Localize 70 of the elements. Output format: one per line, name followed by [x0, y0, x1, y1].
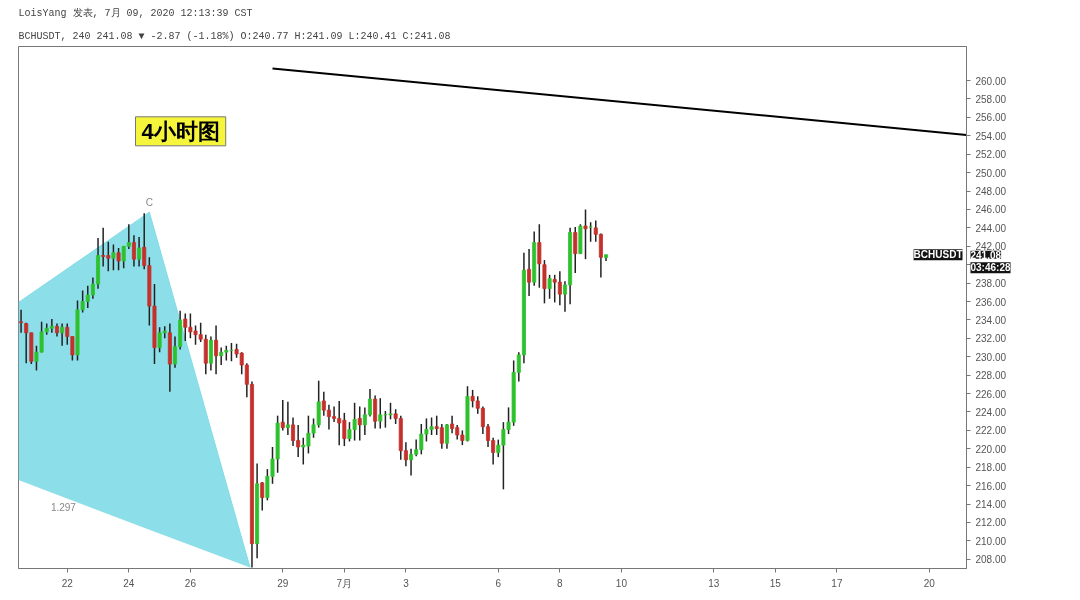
candlestick: [373, 394, 378, 430]
x-tick-label: 15: [769, 577, 782, 589]
candlestick: [260, 481, 265, 512]
x-tick-label: 29: [277, 577, 289, 589]
candlestick: [537, 223, 542, 289]
y-tick-label: 232.00: [975, 333, 1007, 345]
y-tick-label: 208.00: [975, 554, 1007, 566]
x-tick-label: 7月: [336, 577, 353, 589]
candlestick: [547, 274, 552, 300]
y-tick-label: 224.00: [975, 406, 1007, 418]
y-tick-label: 248.00: [975, 186, 1007, 198]
annotation: 4小时图: [141, 118, 220, 144]
y-tick-label: 230.00: [975, 351, 1007, 363]
candlestick: [208, 335, 213, 372]
y-tick-label: 258.00: [975, 93, 1007, 105]
x-tick-label: 24: [123, 577, 135, 589]
chart-title: LoisYang 发表, 7月 09, 2020 12:13:39 CST: [18, 6, 253, 19]
y-tick-label: 228.00: [975, 370, 1007, 382]
y-tick-label: 238.00: [975, 278, 1007, 290]
x-tick-label: 3: [403, 577, 410, 589]
y-tick-label: 218.00: [975, 462, 1007, 474]
candlestick: [285, 401, 290, 436]
candlestick: [280, 399, 285, 432]
candlestick: [131, 234, 136, 268]
annotation: BCHUSDT: [913, 249, 963, 261]
y-tick-label: 234.00: [975, 314, 1007, 326]
candlestick: [19, 309, 24, 334]
x-tick-label: 17: [831, 577, 843, 589]
candlestick: [527, 248, 532, 297]
y-tick-label: 222.00: [975, 425, 1007, 437]
candlestick: [378, 397, 383, 430]
candlestick: [588, 221, 593, 243]
y-tick-label: 236.00: [975, 296, 1007, 308]
chart-subtitle: BCHUSDT, 240 241.08 ▼ -2.87 (-1.18%) O:240.77 H:241.09 L:240.41 C:241.08: [18, 30, 451, 42]
y-tick-label: 260.00: [975, 75, 1007, 87]
candlestick: [291, 416, 296, 447]
candlestick: [111, 243, 116, 271]
y-tick-label: 256.00: [975, 112, 1007, 124]
annotation: C: [145, 197, 153, 209]
text: 03:46:28: [970, 262, 1011, 274]
x-tick-label: 6: [495, 577, 502, 589]
x-tick-label: 13: [708, 577, 720, 589]
x-tick-label: 20: [923, 577, 936, 589]
x-tick-label: 10: [615, 577, 628, 589]
candlestick: [137, 236, 142, 268]
y-tick-label: 210.00: [975, 535, 1007, 547]
y-tick-label: 252.00: [975, 149, 1007, 161]
candlestick: [573, 226, 578, 274]
y-tick-label: 220.00: [975, 443, 1007, 455]
candlestick: [116, 247, 121, 271]
candlestick: [214, 324, 219, 375]
annotation: 1.297: [50, 502, 77, 514]
candlestick: [409, 448, 414, 477]
x-tick-label: 26: [184, 577, 197, 589]
text: 241.08: [970, 249, 1002, 261]
y-tick-label: 214.00: [975, 499, 1007, 511]
y-tick-label: 254.00: [975, 130, 1007, 142]
y-tick-label: 244.00: [975, 222, 1007, 234]
candlestick: [583, 208, 588, 260]
x-tick-label: 8: [557, 577, 564, 589]
x-tick-label: 22: [61, 577, 74, 589]
y-tick-label: 246.00: [975, 204, 1007, 216]
y-tick-label: 250.00: [975, 167, 1007, 179]
y-tick-label: 212.00: [975, 517, 1007, 529]
candlestick: [542, 259, 547, 305]
candlestick: [60, 322, 65, 347]
y-tick-label: 216.00: [975, 480, 1007, 492]
y-tick-label: 226.00: [975, 388, 1007, 400]
candlestick: [444, 423, 449, 450]
candlestick: [357, 405, 362, 442]
